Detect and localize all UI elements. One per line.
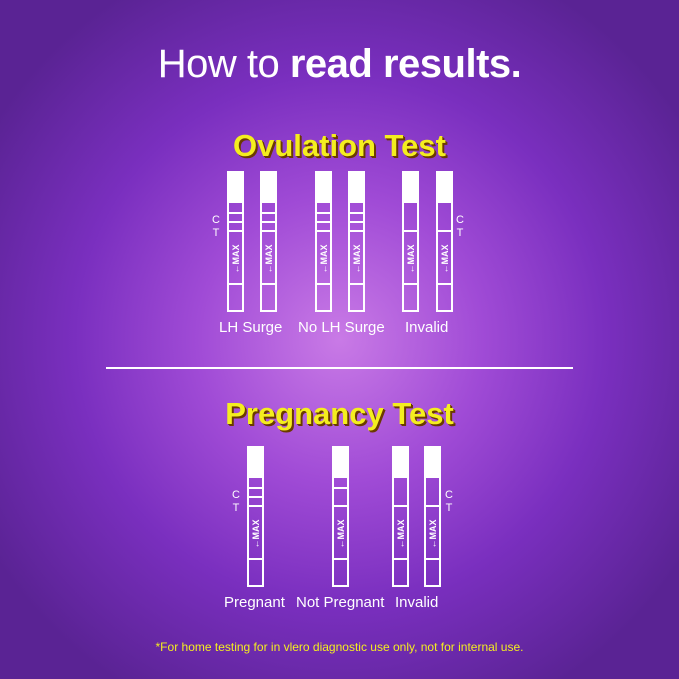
ovulation-strip-no-lh-surge-2: ←MAX — [348, 171, 365, 312]
ovulation-ct-right: C T — [456, 214, 464, 240]
pregnancy-strip-invalid-1: ←MAX — [392, 446, 409, 587]
section-divider — [106, 367, 573, 369]
max-arrow-label: ←MAX — [319, 245, 329, 274]
ovulation-label-no-lh-surge: No LH Surge — [298, 319, 385, 336]
ovulation-label-lh-surge: LH Surge — [219, 319, 283, 336]
max-arrow-label: ←MAX — [396, 520, 406, 549]
pregnancy-ct-left: C T — [232, 489, 240, 515]
pregnancy-strip-invalid-2: ←MAX — [424, 446, 441, 587]
pregnancy-label-invalid: Invalid — [395, 594, 439, 611]
page-title: How to read results. — [0, 42, 679, 87]
pregnancy-label-pregnant: Pregnant — [224, 594, 285, 611]
max-arrow-label: ←MAX — [428, 520, 438, 549]
ovulation-title: Ovulation Test — [232, 128, 446, 163]
max-arrow-label: ←MAX — [336, 520, 346, 549]
test-label: T — [212, 227, 220, 239]
ovulation-strip-invalid-1: ←MAX — [402, 171, 419, 312]
ovulation-strip-lh-surge-1: ←MAX — [227, 171, 244, 312]
title-bold: read results. — [289, 42, 522, 86]
ovulation-label-invalid: Invalid — [405, 319, 449, 336]
max-arrow-label: ←MAX — [251, 520, 261, 549]
pregnancy-ct-right: C T — [445, 489, 453, 515]
disclaimer-footnote: *For home testing for in vlero diagnosti… — [155, 640, 524, 654]
ovulation-strip-invalid-2: ←MAX — [436, 171, 453, 312]
title-light: How to — [157, 42, 280, 86]
pregnancy-strip-pregnant: ←MAX — [247, 446, 264, 587]
control-label: C — [445, 489, 453, 501]
pregnancy-title: Pregnancy Test — [225, 396, 454, 431]
test-label: T — [456, 227, 464, 239]
max-arrow-label: ←MAX — [440, 245, 450, 274]
control-label: C — [456, 214, 464, 226]
test-label: T — [232, 502, 240, 514]
test-label: T — [445, 502, 453, 514]
max-arrow-label: ←MAX — [352, 245, 362, 274]
control-label: C — [232, 489, 240, 501]
ovulation-strip-no-lh-surge-1: ←MAX — [315, 171, 332, 312]
control-label: C — [212, 214, 220, 226]
max-arrow-label: ←MAX — [231, 245, 241, 274]
max-arrow-label: ←MAX — [264, 245, 274, 274]
pregnancy-strip-not-pregnant: ←MAX — [332, 446, 349, 587]
pregnancy-label-not-pregnant: Not Pregnant — [296, 594, 385, 611]
ovulation-strip-lh-surge-2: ←MAX — [260, 171, 277, 312]
ovulation-ct-left: C T — [212, 214, 220, 240]
max-arrow-label: ←MAX — [406, 245, 416, 274]
